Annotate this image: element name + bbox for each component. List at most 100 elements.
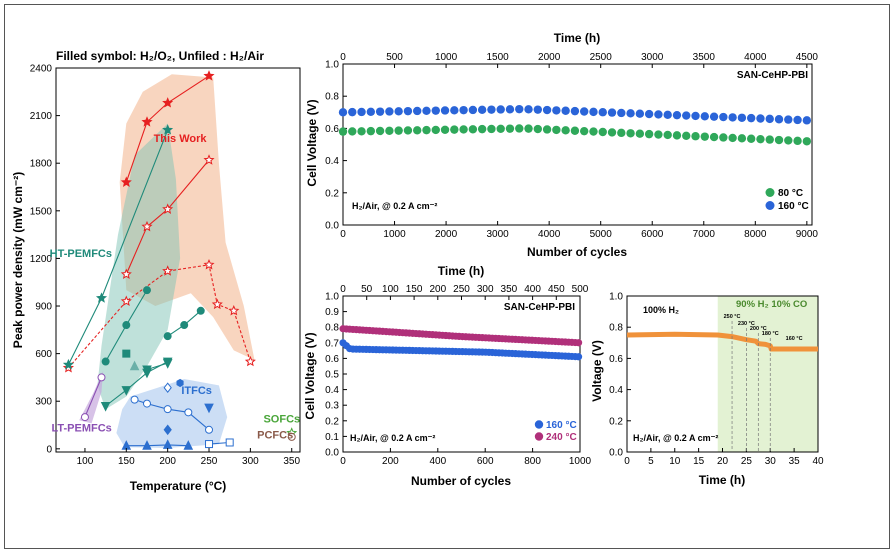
series-line: [105, 361, 168, 407]
data-point: [793, 136, 802, 146]
y-tick-label: 0.1: [325, 432, 339, 443]
data-point: [163, 424, 172, 436]
panel-c-title: SAN-CeHP-PBI: [504, 302, 575, 313]
data-point: [348, 107, 357, 117]
data-point: [440, 125, 450, 134]
y-tick-label: 600: [35, 349, 52, 360]
panel-d-xlabel: Time (h): [699, 473, 745, 487]
data-point: [552, 125, 561, 135]
x-tick-label: 1000: [383, 229, 406, 240]
x2-tick-label: 2500: [590, 52, 613, 63]
data-point: [120, 176, 132, 187]
data-point: [756, 134, 765, 144]
x-tick-label: 30: [765, 456, 777, 467]
region-lt-pemfcs: [79, 371, 104, 424]
data-point: [450, 125, 459, 134]
panel-peak-power: Filled symbol: H₂/O₂, Unfiled : H₂/Air 1…: [11, 49, 301, 493]
data-point: [487, 124, 496, 134]
data-point: [97, 373, 106, 382]
temperature-label: 200 °C: [750, 326, 767, 332]
x2-tick-label: 0: [340, 52, 346, 63]
data-point: [774, 135, 784, 145]
legend-marker: [765, 201, 775, 210]
y-tick-label: 0.6: [325, 124, 339, 135]
x-tick-label: 5000: [590, 229, 613, 240]
data-point: [141, 220, 153, 232]
data-point: [357, 127, 366, 136]
data-point: [580, 126, 589, 136]
data-point: [244, 355, 256, 367]
data-point: [162, 265, 174, 276]
data-point: [542, 125, 552, 134]
x-tick-label: 100: [77, 456, 94, 467]
panel-b-x2label: Time (h): [554, 31, 600, 45]
data-point: [746, 134, 756, 143]
x-tick-label: 4000: [538, 229, 561, 240]
data-point: [366, 126, 376, 136]
x2-tick-label: 450: [548, 284, 565, 295]
data-point: [533, 105, 543, 114]
data-point: [385, 126, 394, 135]
panel-b-title: SAN-CeHP-PBI: [737, 70, 808, 81]
region-co: [717, 296, 818, 452]
data-point: [774, 115, 784, 124]
panel-a-title: Filled symbol: H₂/O₂, Unfiled : H₂/Air: [56, 49, 264, 63]
y-tick-label: 0.9: [325, 307, 339, 318]
x-tick-label: 10: [669, 456, 681, 467]
data-point: [162, 97, 174, 108]
data-point: [524, 124, 533, 133]
data-point: [120, 268, 132, 279]
data-point: [589, 107, 598, 117]
data-point: [663, 110, 672, 120]
x-tick-label: 25: [741, 456, 753, 467]
data-point: [663, 130, 672, 140]
panel-co-tolerance: 100% H₂ 90% H₂ 10% CO 0 5 10 15 20 25 30 35 40 0.0…: [590, 292, 824, 488]
data-point: [765, 135, 774, 144]
data-point: [366, 107, 376, 117]
data-point: [95, 292, 108, 303]
x-tick-label: 7000: [693, 229, 716, 240]
data-point: [459, 105, 468, 115]
temperature-label: 250 °C: [724, 314, 741, 320]
data-point: [793, 115, 802, 125]
y-tick-label: 1800: [30, 159, 53, 170]
x-tick-label: 9000: [796, 229, 819, 240]
data-point: [672, 110, 682, 120]
panel-cycling: 0 200 400 600 800 10000.00.10.20.30.40.50.60.…: [303, 264, 592, 488]
data-point: [180, 321, 189, 330]
data-point: [709, 112, 719, 121]
region-label: 100% H₂: [643, 305, 679, 315]
x-tick-label: 8000: [744, 229, 767, 240]
data-point: [719, 112, 728, 122]
data-point: [413, 106, 422, 116]
panel-c-annotation: H₂/Air, @ 0.2 A cm⁻²: [350, 433, 435, 443]
panel-b-xlabel: Number of cycles: [527, 245, 627, 259]
y-tick-label: 1200: [30, 254, 53, 265]
y-tick-label: 1.0: [325, 292, 339, 303]
data-point: [163, 382, 172, 394]
x2-tick-label: 250: [453, 284, 470, 295]
x-tick-label: 200: [159, 456, 176, 467]
y-tick-label: 0.5: [325, 370, 339, 381]
figure-frame: [4, 4, 890, 549]
x-tick-label: 35: [789, 456, 801, 467]
region-label: HT-PEMFCs: [50, 248, 112, 260]
region-label: This Work: [154, 133, 208, 145]
x-tick-label: 6000: [641, 229, 664, 240]
data-point: [162, 359, 173, 369]
x-tick-label: 0: [624, 456, 630, 467]
y-tick-label: 0.0: [609, 448, 623, 459]
data-point: [450, 106, 459, 115]
series-line: [125, 75, 210, 183]
legend-label: 160 °C: [546, 420, 577, 431]
x-tick-label: 15: [693, 456, 705, 467]
x2-tick-label: 300: [477, 284, 494, 295]
x2-tick-label: 2000: [538, 52, 561, 63]
x-tick-label: 40: [812, 456, 824, 467]
data-point: [394, 107, 403, 116]
panel-d-ylabel: Voltage (V): [590, 340, 604, 402]
data-point: [413, 126, 422, 135]
x2-tick-label: 1000: [435, 52, 458, 63]
data-point: [524, 105, 533, 114]
data-point: [196, 306, 205, 315]
